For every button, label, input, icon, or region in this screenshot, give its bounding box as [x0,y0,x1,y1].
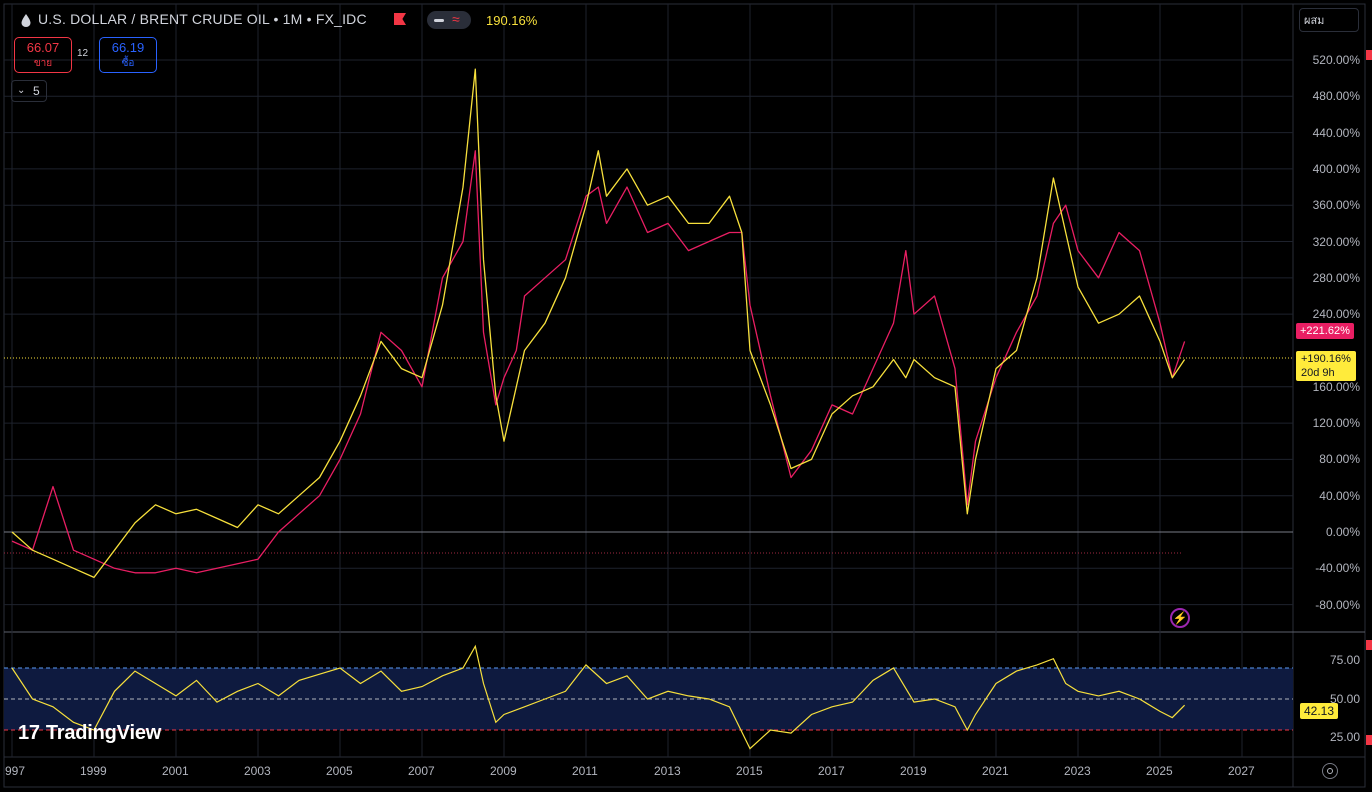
x-axis-label: 2011 [572,764,598,778]
edge-marker [1366,640,1372,650]
spread-value: 12 [77,48,89,59]
brand-name: TradingView [45,722,162,744]
x-axis-label: 2017 [818,764,845,778]
y-axis-label: 160.00% [1312,379,1360,394]
rsi-line [11,644,1186,750]
minus-icon [434,19,444,22]
flag-icon[interactable] [394,13,406,25]
y-axis-label: -40.00% [1315,561,1360,576]
x-axis-label: 1999 [80,764,107,778]
x-axis-label: 2023 [1064,764,1091,778]
change-value: 190.16% [486,13,538,28]
x-axis-label: 2009 [490,764,517,778]
compare-value-tag: +221.62% [1296,323,1354,339]
scale-mode-button[interactable]: ผสม [1299,8,1359,32]
compare-series-line [11,150,1186,574]
x-axis-label: 2019 [900,764,927,778]
edge-marker [1366,735,1372,745]
symbol-title[interactable]: U.S. DOLLAR / BRENT CRUDE OIL • 1M • FX_… [38,11,367,27]
y-axis-label: 120.00% [1312,416,1360,431]
buy-label: ซื้อ [121,58,135,69]
indicators-count: 5 [33,84,40,98]
y-axis-label: -80.00% [1315,597,1360,612]
tradingview-mark-icon: 17 [18,722,40,744]
tradingview-logo: 17 TradingView [18,722,161,745]
x-axis-label: 997 [5,764,26,778]
x-axis-label: 2003 [244,764,271,778]
y-axis-label: 40.00% [1319,488,1360,503]
y-axis-label: 320.00% [1312,234,1360,249]
y-axis-label: 280.00% [1312,270,1360,285]
countdown: 20d 9h [1301,367,1335,379]
chevron-down-icon: ⌄ [17,85,26,96]
rsi-value-tag: 42.13 [1300,703,1339,719]
sell-button[interactable]: 66.07 ขาย [14,37,72,73]
x-axis-label: 2005 [326,764,353,778]
rsi-axis-label: 50.00 [1329,692,1360,706]
settings-icon[interactable] [1322,763,1338,779]
buy-button[interactable]: 66.19 ซื้อ [99,37,157,73]
x-axis-label: 2001 [162,764,189,778]
oil-drop-icon [21,14,31,27]
main-series-line [11,68,1186,579]
rsi-axis-label: 75.00 [1329,653,1360,667]
y-axis-label: 400.00% [1312,161,1360,176]
sell-label: ขาย [33,58,53,69]
approx-icon: ≈ [452,11,460,27]
edge-marker [1366,50,1372,60]
buy-price: 66.19 [111,40,145,55]
x-axis-label: 2027 [1228,764,1255,778]
x-axis-label: 2015 [736,764,763,778]
y-axis-label: 360.00% [1312,198,1360,213]
x-axis-label: 2021 [982,764,1009,778]
indicators-collapse-button[interactable]: ⌄ 5 [11,80,47,102]
grid-lines [4,4,1293,757]
sell-price: 66.07 [26,40,60,55]
y-axis-label: 80.00% [1319,452,1360,467]
x-axis-label: 2013 [654,764,681,778]
main-value-tag: +190.16% 20d 9h [1296,351,1356,381]
visibility-toggle[interactable] [427,11,471,29]
x-axis-label: 2025 [1146,764,1173,778]
y-axis-label: 480.00% [1312,89,1360,104]
y-axis-label: 240.00% [1312,307,1360,322]
y-axis-label: 520.00% [1312,53,1360,67]
y-axis-label: 440.00% [1312,125,1360,140]
y-axis-label: 0.00% [1325,525,1360,539]
main-value: +190.16% [1301,353,1351,365]
rsi-axis-label: 25.00 [1329,730,1360,744]
lightning-icon[interactable]: ⚡ [1170,608,1190,628]
x-axis-label: 2007 [408,764,435,778]
